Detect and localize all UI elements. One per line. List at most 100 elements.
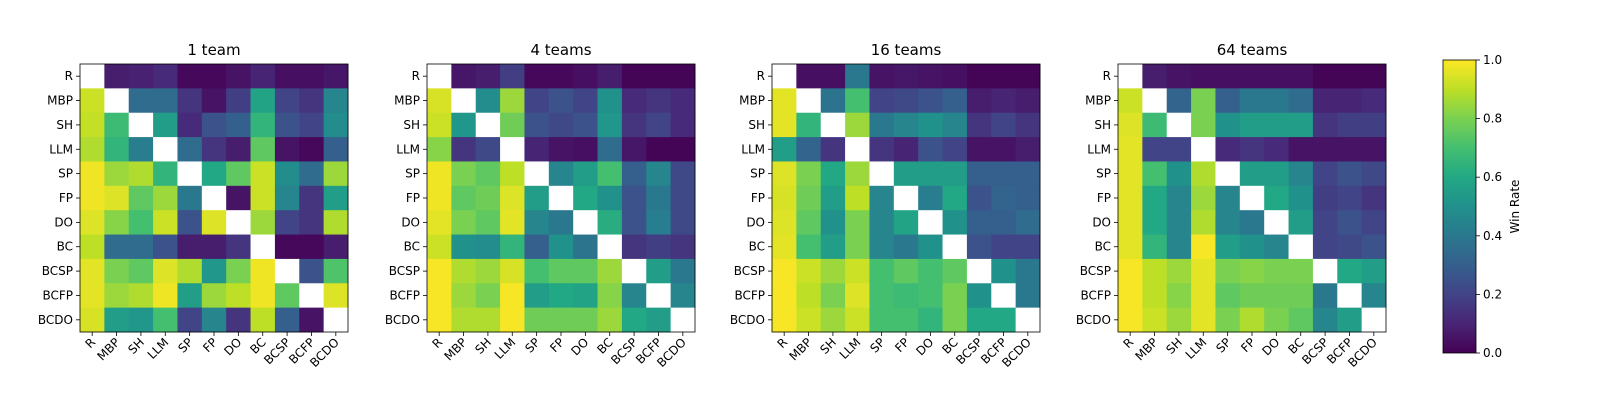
colorbar-tick-label: 0.4 [1483, 229, 1502, 243]
heatmap-cell [1337, 64, 1363, 89]
heatmap-cell [1288, 234, 1314, 260]
heatmap-cell [1142, 210, 1168, 235]
heatmap-cell [323, 137, 349, 162]
heatmap-cell [1166, 137, 1192, 162]
x-tick-label: BCSP [261, 335, 293, 367]
heatmap-cell [226, 112, 251, 138]
heatmap-cell [1312, 258, 1338, 284]
y-tick-label: DO [54, 215, 73, 229]
heatmap-cell [646, 234, 672, 260]
heatmap-cell [772, 185, 797, 211]
heatmap-cell [573, 161, 598, 187]
heatmap-cell [299, 185, 325, 211]
heatmap-cell [128, 307, 154, 333]
heatmap-cell [991, 64, 1017, 89]
heatmap-cell [299, 258, 325, 284]
heatmap-cell [201, 258, 227, 284]
heatmap-cell [796, 137, 822, 162]
heatmap-cell [250, 112, 276, 138]
x-tick-label: SP [522, 335, 542, 355]
heatmap-cell [128, 283, 154, 309]
heatmap-cell [772, 112, 797, 138]
heatmap-cell [1264, 137, 1289, 162]
heatmap-cell [299, 210, 325, 235]
heatmap-cell [1166, 64, 1192, 89]
y-tick-label: R [1103, 69, 1111, 83]
heatmap-cell [524, 283, 550, 309]
heatmap-cell [1015, 210, 1041, 235]
heatmap-cell [966, 137, 992, 162]
heatmap-cell [1288, 258, 1314, 284]
heatmap-cell [80, 307, 105, 333]
heatmap-cell [104, 234, 130, 260]
heatmap-cell [845, 234, 870, 260]
panel-title: 64 teams [1217, 41, 1288, 59]
heatmap-cell [104, 283, 130, 309]
heatmap-cell [1118, 88, 1143, 114]
x-tick-label: MBP [442, 335, 470, 363]
heatmap-cell [991, 258, 1017, 284]
heatmap-cell [1312, 112, 1338, 138]
heatmap-cell [274, 258, 300, 284]
heatmap-cell [323, 307, 349, 333]
heatmap-cell [1337, 161, 1363, 187]
heatmap-cell [1288, 88, 1314, 114]
heatmap-cell [621, 258, 647, 284]
heatmap-cell [670, 137, 696, 162]
heatmap-cell [1166, 88, 1192, 114]
heatmap-cell [1264, 64, 1289, 89]
heatmap-cell [451, 283, 477, 309]
heatmap-cell [893, 258, 919, 284]
heatmap-cell [869, 234, 895, 260]
heatmap-cell [427, 112, 452, 138]
y-tick-label: DO [401, 215, 420, 229]
heatmap-cell [524, 137, 550, 162]
heatmap-cell [646, 161, 672, 187]
heatmap-cell [1191, 234, 1216, 260]
heatmap-cell [524, 307, 550, 333]
heatmap-cell [1215, 137, 1241, 162]
heatmap-cell [500, 210, 525, 235]
heatmap-cell [646, 210, 672, 235]
x-tick-label: LLM [492, 335, 519, 362]
heatmap-cell [177, 283, 203, 309]
heatmap-cell [573, 112, 598, 138]
heatmap-cell [226, 258, 251, 284]
heatmap-cell [1142, 112, 1168, 138]
heatmap-cell [597, 137, 623, 162]
heatmap-cell [597, 112, 623, 138]
heatmap-cell [1361, 137, 1387, 162]
heatmap-cell [1166, 283, 1192, 309]
heatmap-cell [201, 64, 227, 89]
y-tick-label: BCDO [730, 313, 765, 327]
heatmap-cell [201, 112, 227, 138]
heatmap-cell [845, 283, 870, 309]
heatmap-cell [1118, 137, 1143, 162]
heatmap-cell [573, 210, 598, 235]
heatmap-cell [274, 234, 300, 260]
heatmap-cell [796, 234, 822, 260]
heatmap-cell [524, 210, 550, 235]
heatmap-cell [475, 88, 501, 114]
heatmap-cell [80, 210, 105, 235]
x-tick-label: LLM [837, 335, 864, 362]
heatmap-cell [1264, 185, 1289, 211]
heatmap-cell [670, 161, 696, 187]
heatmap-cell [274, 283, 300, 309]
heatmap-cell [1337, 307, 1363, 333]
heatmap-cell [918, 185, 943, 211]
heatmap-cell [451, 258, 477, 284]
heatmap-cell [845, 137, 870, 162]
heatmap-cell [991, 185, 1017, 211]
heatmap-cell [1239, 137, 1265, 162]
heatmap-cell [1337, 137, 1363, 162]
heatmap-cell [670, 307, 696, 333]
heatmap-cell [1118, 234, 1143, 260]
colorbar-tick-label: 0.8 [1483, 112, 1502, 126]
heatmap-cell [918, 307, 943, 333]
heatmap-cell [621, 112, 647, 138]
heatmap-cell [869, 88, 895, 114]
heatmap-cell [966, 64, 992, 89]
heatmap-cell [621, 210, 647, 235]
heatmap-cell [1118, 307, 1143, 333]
